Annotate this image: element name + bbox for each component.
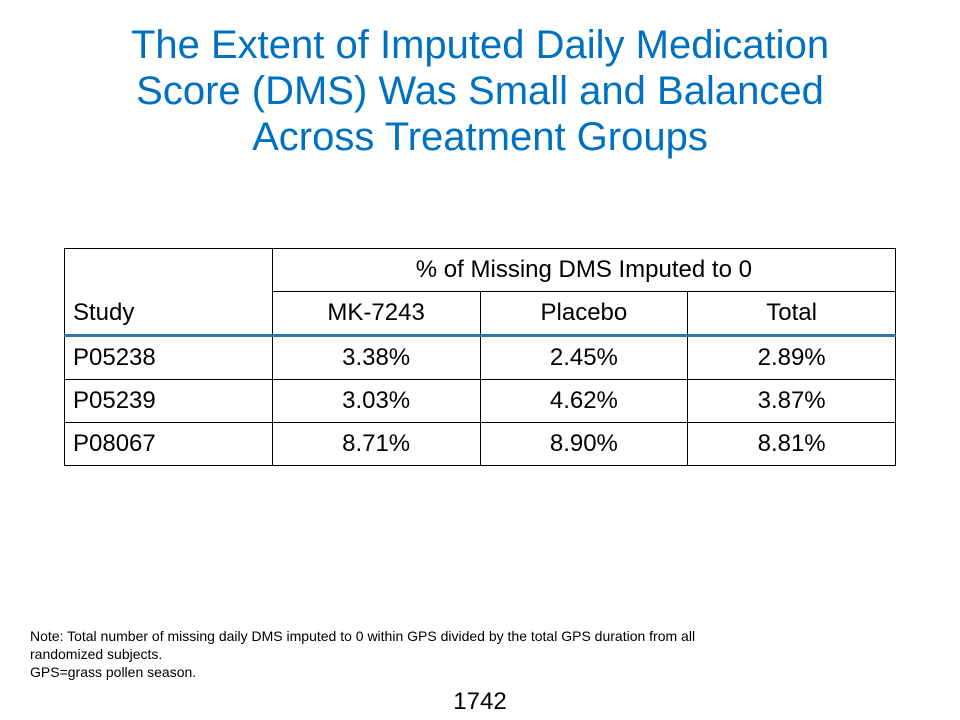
column-header-mk-7243: MK-7243 (271, 291, 481, 337)
mk-7243-cell: 3.03% (271, 379, 481, 423)
footnote-line-3: GPS=grass pollen season. (30, 664, 197, 680)
slide-title-line-1: The Extent of Imputed Daily Medication (130, 23, 830, 67)
mk-7243-cell: 3.38% (271, 335, 481, 380)
slide-title-line-3: Across Treatment Groups (252, 115, 708, 159)
study-cell: P05239 (64, 379, 273, 423)
study-column-header: Study (64, 248, 273, 337)
footnote: Note: Total number of missing daily DMS … (30, 627, 930, 681)
table-row: P08067 8.71% 8.90% 8.81% (64, 422, 896, 466)
study-cell: P08067 (64, 422, 273, 466)
total-cell: 2.89% (687, 335, 896, 380)
total-cell: 8.81% (687, 422, 896, 466)
table-row: P05239 3.03% 4.62% 3.87% (64, 379, 896, 423)
group-column-header: % of Missing DMS Imputed to 0 (271, 248, 897, 292)
slide-title: The Extent of Imputed Daily Medication S… (30, 22, 930, 160)
imputation-table: Study % of Missing DMS Imputed to 0 MK-7… (64, 248, 897, 466)
placebo-cell: 2.45% (479, 335, 689, 380)
footnote-line-2: randomized subjects. (30, 646, 163, 662)
table-header-row-2: MK-7243 Placebo Total (65, 291, 896, 337)
column-header-placebo: Placebo (479, 291, 689, 337)
table-header-row-1: Study % of Missing DMS Imputed to 0 (64, 248, 897, 337)
mk-7243-cell: 8.71% (271, 422, 481, 466)
column-header-total: Total (687, 291, 896, 337)
placebo-cell: 8.90% (479, 422, 689, 466)
table-row: P05238 3.38% 2.45% 2.89% (64, 335, 896, 380)
slide-title-line-2: Score (DMS) Was Small and Balanced (136, 69, 824, 113)
study-cell: P05238 (64, 335, 273, 380)
total-cell: 3.87% (687, 379, 896, 423)
page-number: 1742 (453, 688, 507, 715)
placebo-cell: 4.62% (479, 379, 689, 423)
footnote-line-1: Note: Total number of missing daily DMS … (30, 628, 696, 644)
